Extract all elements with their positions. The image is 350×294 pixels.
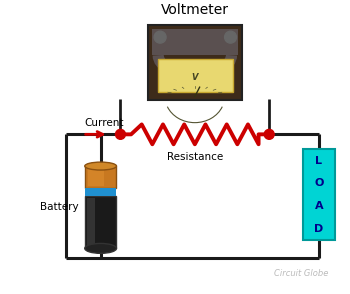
Circle shape (264, 129, 274, 139)
Text: D: D (314, 224, 323, 234)
Text: L: L (315, 156, 322, 166)
Ellipse shape (85, 162, 117, 170)
Bar (158, 59, 232, 92)
Ellipse shape (85, 243, 117, 253)
Text: Voltmeter: Voltmeter (161, 3, 229, 17)
Text: V: V (191, 73, 198, 82)
Text: Resistance: Resistance (167, 152, 223, 162)
Bar (152, 29, 238, 55)
Bar (88, 168, 104, 186)
Bar (85, 166, 117, 188)
Text: O: O (314, 178, 323, 188)
Bar (85, 188, 117, 196)
Text: Circuit Globe: Circuit Globe (274, 269, 329, 278)
Text: Current: Current (85, 118, 124, 128)
Bar (303, 149, 335, 240)
Bar (87, 198, 94, 246)
Circle shape (154, 31, 166, 43)
Circle shape (225, 31, 237, 43)
Text: Battery: Battery (40, 202, 79, 212)
Text: A: A (315, 201, 323, 211)
Bar (148, 25, 243, 100)
Circle shape (116, 129, 125, 139)
Bar (85, 196, 117, 248)
